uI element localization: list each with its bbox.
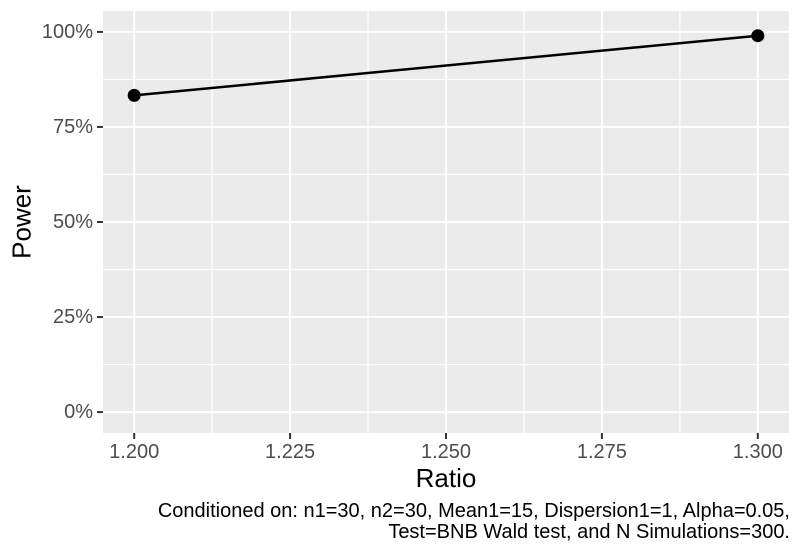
x-tick-label: 1.200 [109,441,159,463]
caption-line-2: Test=BNB Wald test, and N Simulations=30… [388,521,790,543]
caption-line-1: Conditioned on: n1=30, n2=30, Mean1=15, … [157,500,790,522]
data-point [127,88,141,102]
y-axis-title: Power [6,185,37,259]
x-tick-label: 1.300 [733,441,783,463]
x-tick-label: 1.275 [577,441,627,463]
y-tick-label: 50% [53,211,93,233]
series-line [134,34,758,97]
y-tick-label: 75% [53,116,93,138]
x-axis-title: Ratio [415,463,477,493]
x-tick-label: 1.225 [265,441,315,463]
y-tick-label: 0% [64,401,93,423]
x-tick-label: 1.250 [421,441,471,463]
y-tick-label: 25% [53,306,93,328]
y-tick-label: 100% [42,21,93,43]
data-point [751,29,765,43]
plot-caption: Conditioned on: n1=30, n2=30, Mean1=15, … [158,501,790,543]
